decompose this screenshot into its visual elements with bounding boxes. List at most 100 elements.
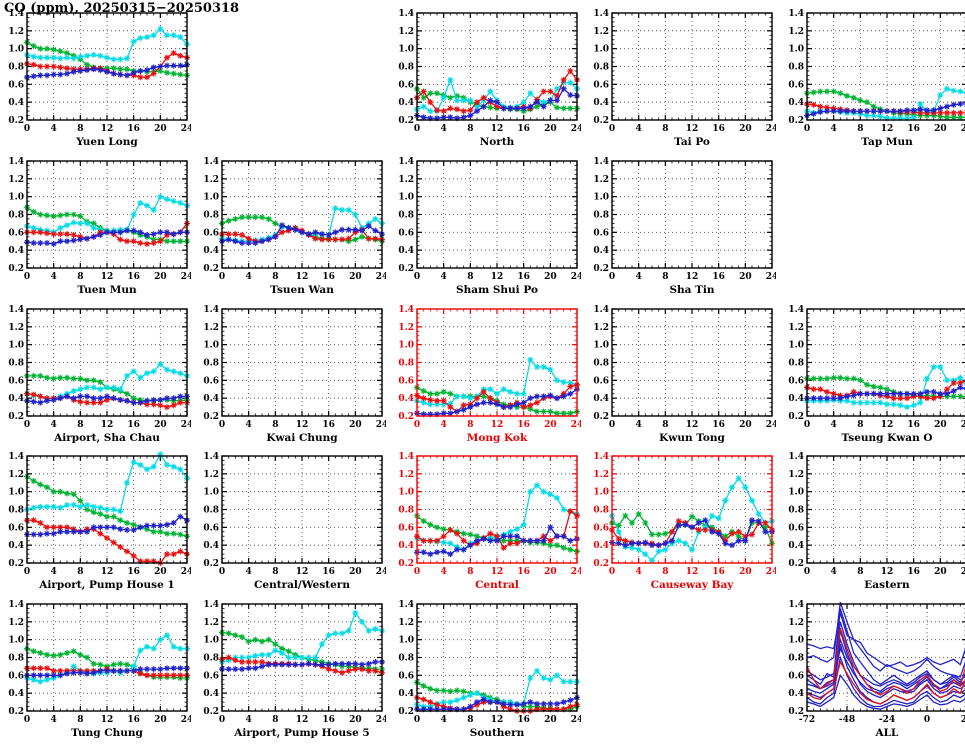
chart-title: Tuen Mun xyxy=(77,284,137,296)
x-tick-label: 4 xyxy=(636,272,642,282)
y-tick-label: 1.2 xyxy=(398,175,414,185)
plot-frame xyxy=(806,307,965,417)
chart-eastern: 0.2 0.4 0.6 0.8 1.0 1.2 1.4 0 4 8 12 16 20 24 Eastern xyxy=(781,451,965,598)
chart-tap-mun: 0.2 0.4 0.6 0.8 1.0 1.2 1.4 0 4 8 12 16 20 24 Tap Mun xyxy=(781,8,965,155)
chart-title: Airport, Sha Chau xyxy=(53,432,160,444)
x-tick-label: 0 xyxy=(24,272,30,282)
y-tick-label: 0.4 xyxy=(8,541,24,551)
y-tick-label: 1.2 xyxy=(8,175,24,185)
chart-north: 0.2 0.4 0.6 0.8 1.0 1.2 1.4 0 4 8 12 16 20 24 North xyxy=(391,8,581,155)
x-tick-label: 20 xyxy=(934,420,947,430)
y-tick-label: 0.8 xyxy=(8,358,24,368)
y-tick-label: 0.4 xyxy=(203,689,219,699)
x-tick-label: 24 xyxy=(376,420,386,430)
series-line-blue-7 xyxy=(806,655,965,708)
y-tick-label: 1.0 xyxy=(8,488,24,498)
x-tick-label: 20 xyxy=(544,567,557,577)
chart-svg-airport-pump-house-1: 0.2 0.4 0.6 0.8 1.0 1.2 1.4 0 4 8 12 16 20 24 Airport,… xyxy=(8,451,191,591)
y-tick-label: 1.4 xyxy=(788,600,804,610)
x-tick-label: -72 xyxy=(799,715,815,725)
x-tick-label: 12 xyxy=(296,272,309,282)
y-tick-label: 1.0 xyxy=(788,488,804,498)
chart-svg-tsuen-wan: 0.2 0.4 0.6 0.8 1.0 1.2 1.4 0 4 8 12 16 20 24 Tsuen Wa… xyxy=(203,157,386,296)
y-tick-label: 0.6 xyxy=(8,228,24,238)
y-tick-label: 0.8 xyxy=(203,654,219,664)
x-tick-label: 20 xyxy=(154,124,167,134)
x-tick-label: 24 xyxy=(571,124,581,134)
y-tick-label: 0.8 xyxy=(398,654,414,664)
y-tick-label: 1.4 xyxy=(8,305,24,315)
x-tick-label: 24 xyxy=(181,124,191,134)
x-tick-label: 0 xyxy=(609,420,615,430)
series-line-cyan xyxy=(26,452,188,513)
y-tick-label: 0.2 xyxy=(398,707,414,717)
x-tick-label: 0 xyxy=(414,420,420,430)
series-line-blue-9 xyxy=(806,637,965,687)
chart-sham-shui-po: 0.2 0.4 0.6 0.8 1.0 1.2 1.4 0 4 8 12 16 20 24 Sham Shu… xyxy=(391,156,581,303)
y-tick-label: 1.0 xyxy=(593,193,609,203)
y-tick-label: 0.2 xyxy=(593,559,609,569)
x-tick-label: 0 xyxy=(804,124,810,134)
chart-title: Southern xyxy=(470,727,525,739)
chart-svg-southern: 0.2 0.4 0.6 0.8 1.0 1.2 1.4 0 4 8 12 16 20 24 Southern xyxy=(398,600,581,739)
y-tick-label: 0.8 xyxy=(593,63,609,73)
y-tick-label: 0.6 xyxy=(788,376,804,386)
y-tick-label: 1.4 xyxy=(593,157,609,167)
series-line-blue-2 xyxy=(806,601,965,678)
x-tick-label: 4 xyxy=(636,124,642,134)
x-tick-label: 16 xyxy=(127,272,140,282)
x-tick-label: 20 xyxy=(544,272,557,282)
y-tick-label: 0.2 xyxy=(203,559,219,569)
x-tick-label: 24 xyxy=(766,272,776,282)
x-tick-label: 8 xyxy=(77,567,83,577)
x-tick-label: 4 xyxy=(51,272,57,282)
y-tick-label: 0.8 xyxy=(398,211,414,221)
x-tick-label: 4 xyxy=(51,420,57,430)
y-tick-label: 0.2 xyxy=(788,559,804,569)
plot-frame xyxy=(611,12,773,121)
chart-southern: 0.2 0.4 0.6 0.8 1.0 1.2 1.4 0 4 8 12 16 20 24 Southern xyxy=(391,599,581,746)
x-tick-label: 16 xyxy=(712,567,725,577)
y-tick-label: 0.4 xyxy=(8,246,24,256)
chart-all: 0.2 0.4 0.6 0.8 1.0 1.2 1.4 -72 -48 -24 0 24 ALL xyxy=(781,599,965,746)
x-tick-label: 8 xyxy=(857,124,863,134)
y-tick-label: 0.2 xyxy=(8,264,24,274)
y-tick-label: 1.4 xyxy=(8,452,24,462)
y-tick-label: 1.0 xyxy=(8,340,24,350)
y-tick-label: 1.4 xyxy=(788,305,804,315)
x-tick-label: 24 xyxy=(766,420,776,430)
x-tick-label: 0 xyxy=(24,715,30,725)
y-tick-label: 0.8 xyxy=(398,358,414,368)
x-tick-label: 4 xyxy=(441,272,447,282)
x-tick-label: 16 xyxy=(517,272,530,282)
chart-tuen-mun: 0.2 0.4 0.6 0.8 1.0 1.2 1.4 0 4 8 12 16 20 24 Tuen Mun xyxy=(1,156,191,303)
x-tick-label: 8 xyxy=(77,715,83,725)
x-tick-label: 4 xyxy=(636,567,642,577)
chart-kwun-tong: 0.2 0.4 0.6 0.8 1.0 1.2 1.4 0 4 8 12 16 20 24 Kwun Ton… xyxy=(586,304,776,451)
y-tick-label: 0.8 xyxy=(8,211,24,221)
chart-svg-airport-sha-chau: 0.2 0.4 0.6 0.8 1.0 1.2 1.4 0 4 8 12 16 20 24 Airport,… xyxy=(8,305,191,444)
x-tick-label: 24 xyxy=(376,272,386,282)
x-tick-label: 8 xyxy=(272,715,278,725)
x-tick-label: 0 xyxy=(924,715,930,725)
x-tick-label: 24 xyxy=(571,567,581,577)
x-tick-label: 12 xyxy=(881,420,894,430)
y-tick-label: 0.6 xyxy=(398,523,414,533)
x-tick-label: 12 xyxy=(686,124,699,134)
y-tick-label: 0.2 xyxy=(8,707,24,717)
y-tick-label: 0.4 xyxy=(398,541,414,551)
x-tick-label: 12 xyxy=(101,272,114,282)
y-tick-label: 0.6 xyxy=(203,376,219,386)
y-tick-label: 0.8 xyxy=(203,358,219,368)
y-tick-label: 1.0 xyxy=(8,636,24,646)
x-tick-label: 12 xyxy=(296,715,309,725)
x-tick-label: 4 xyxy=(636,420,642,430)
y-tick-label: 1.4 xyxy=(8,600,24,610)
chart-yuen-long: 0.2 0.4 0.6 0.8 1.0 1.2 1.4 0 4 8 12 16 20 24 Yuen Lon… xyxy=(1,8,191,155)
chart-title: Kwun Tong xyxy=(659,432,725,444)
x-tick-label: 8 xyxy=(662,420,668,430)
chart-title: Tap Mun xyxy=(861,136,913,148)
plot-frame xyxy=(416,12,578,121)
x-tick-label: 8 xyxy=(77,272,83,282)
plot-frame xyxy=(611,307,773,417)
